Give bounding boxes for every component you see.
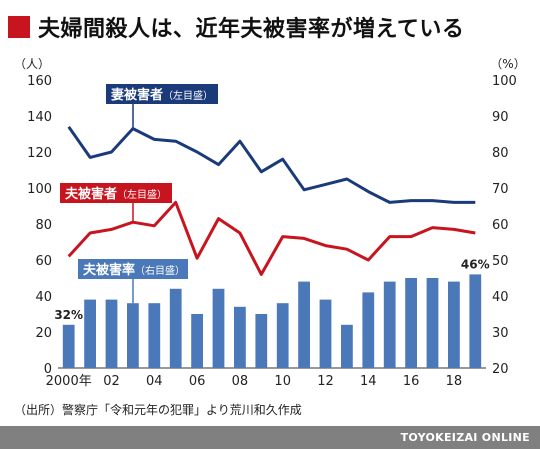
series-label-text: 夫被害者（左目盛） [65,186,167,202]
left-tick-label: 140 [27,110,52,125]
bar [234,306,246,368]
left-tick-label: 20 [35,326,52,341]
series-label: 夫被害者（左目盛） [60,183,172,223]
title-block: 夫婦間殺人は、近年夫被害率が増えている [8,7,464,47]
x-tick-label: 10 [274,374,291,389]
bar [298,281,310,368]
right-tick-label: 40 [492,290,509,305]
bar [169,288,182,368]
bar [362,292,375,368]
bar [383,281,396,368]
bar [148,303,161,368]
series-line [67,125,476,204]
bar [426,278,439,368]
left-tick-label: 100 [27,182,52,197]
series-label-box [106,84,218,104]
left-tick-label: 80 [35,218,52,233]
series-line [67,200,476,276]
lines [67,125,476,276]
left-tick-label: 40 [35,290,52,305]
right-tick-label: 70 [492,182,509,197]
series-label-text: 夫被害率（右目盛） [83,262,185,278]
series-axis-note: （左目盛） [163,89,213,102]
left-tick-label: 60 [35,254,52,269]
title-marker [8,16,30,38]
x-tick-label: 18 [446,374,463,389]
labels: 32%46%妻被害者（左目盛）夫被害者（左目盛）夫被害率（右目盛） [54,84,490,322]
bar [84,299,96,368]
left-axis-unit: （人） [14,57,50,71]
bar [448,281,460,368]
right-tick-label: 30 [492,326,509,341]
bar [62,324,75,368]
bar [212,288,225,368]
bar [105,299,118,368]
x-tick-label: 06 [189,374,206,389]
bar [405,278,417,368]
x-tick-label: 04 [146,374,163,389]
series-axis-note: （右目盛） [135,264,185,277]
left-tick-label: 120 [27,146,52,161]
series-label: 夫被害率（右目盛） [78,259,188,304]
bars [62,274,482,368]
series-label: 妻被害者（左目盛） [106,84,218,129]
x-tick-label: 2000年 [46,374,92,389]
right-tick-label: 100 [492,74,517,89]
left-tick-label: 0 [44,362,52,377]
bar [469,274,482,368]
x-tick-label: 14 [360,374,377,389]
footer-brand: TOYOKEIZAI ONLINE [400,431,530,444]
bar [341,324,353,368]
chart-title: 夫婦間殺人は、近年夫被害率が増えている [38,17,465,42]
series-label-text: 妻被害者（左目盛） [111,87,213,103]
series-axis-note: （左目盛） [117,188,167,201]
bar [276,303,289,368]
footer-bar: TOYOKEIZAI ONLINE [0,426,540,449]
bar-value-label: 46% [461,257,490,271]
series-name: 夫被害率 [83,262,135,278]
bar [319,299,332,368]
right-tick-label: 60 [492,218,509,233]
x-tick-label: 08 [232,374,249,389]
x-tick-label: 12 [317,374,334,389]
bar [191,314,203,368]
right-tick-label: 20 [492,362,509,377]
left-tick-label: 160 [27,74,52,89]
right-tick-label: 50 [492,254,509,269]
bar [255,314,268,368]
bar [127,303,139,368]
series-label-box [78,259,188,279]
series-name: 妻被害者 [111,87,163,103]
right-tick-label: 80 [492,146,509,161]
right-axis-unit: （%） [490,57,525,71]
series-label-box [60,183,172,203]
right-tick-label: 90 [492,110,509,125]
axes: 020406080100120140160（人）2030405060708090… [14,57,526,389]
x-tick-label: 02 [103,374,120,389]
source-note: （出所）警察庁「令和元年の犯罪」より荒川和久作成 [14,403,302,417]
bar-value-label: 32% [54,308,83,322]
x-tick-label: 16 [403,374,420,389]
series-name: 夫被害者 [65,186,117,202]
